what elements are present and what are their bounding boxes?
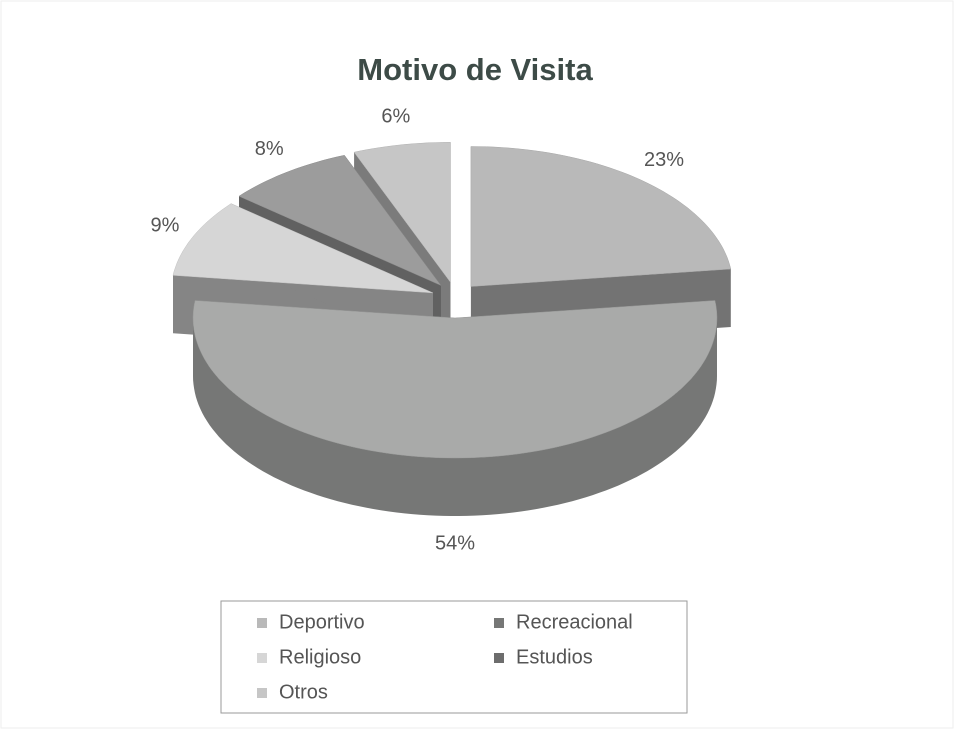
slice-top	[238, 155, 442, 287]
legend-swatch	[257, 618, 267, 628]
data-label: 54%	[435, 532, 475, 554]
legend-label: Otros	[279, 681, 328, 703]
slice-top	[353, 142, 451, 284]
legend-box	[220, 600, 688, 714]
legend-swatch	[494, 653, 504, 663]
legend-label: Recreacional	[516, 611, 633, 633]
slice-wall	[193, 318, 717, 516]
legend-label: Deportivo	[279, 611, 365, 633]
data-label: 9%	[151, 214, 180, 236]
legend-label: Estudios	[516, 646, 593, 668]
data-label: 23%	[644, 149, 684, 171]
legend-swatch	[257, 653, 267, 663]
legend: Deportivo Recreacional Religioso Estudios Ot…	[257, 611, 633, 703]
slice-top	[470, 146, 732, 287]
slice-top	[192, 300, 718, 459]
slice	[192, 300, 718, 516]
chart-title: Motivo de Visita	[357, 52, 593, 87]
data-label: 8%	[255, 138, 284, 160]
legend-swatch	[257, 688, 267, 698]
data-label: 6%	[381, 106, 410, 128]
pie: 23% 54% 9% 8% 6%	[151, 106, 732, 554]
legend-swatch	[494, 618, 504, 628]
slice-top	[172, 203, 434, 294]
legend-label: Religioso	[279, 646, 361, 668]
